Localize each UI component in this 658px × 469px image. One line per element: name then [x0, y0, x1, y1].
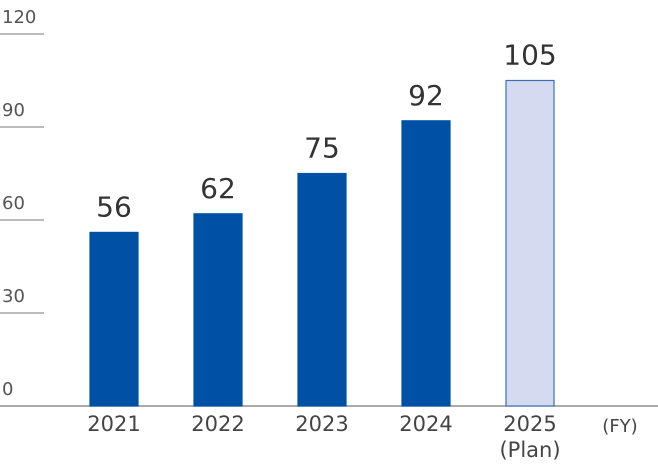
bar: [505, 79, 555, 407]
value-label: 105: [503, 39, 556, 72]
x-tick-label: 2024: [399, 412, 453, 436]
bar: [193, 213, 243, 407]
x-tick-label: 2023: [295, 412, 349, 436]
y-tick-label: 120: [2, 7, 36, 28]
bar: [401, 120, 451, 407]
x-unit: (FY): [602, 416, 638, 437]
y-tick-label: 0: [2, 379, 13, 400]
value-label: 75: [304, 132, 340, 165]
x-tick-label: 2025 (Plan): [499, 412, 561, 462]
y-tick-label: 30: [2, 286, 25, 307]
value-label: 56: [96, 190, 132, 223]
y-tick-label: 60: [2, 193, 25, 214]
bar: [89, 231, 139, 407]
value-label: 92: [408, 79, 444, 112]
y-tick-label: 90: [2, 100, 25, 121]
bar: [297, 172, 347, 407]
x-tick-label: 2022: [191, 412, 245, 436]
x-tick-label: 2021: [87, 412, 141, 436]
value-label: 62: [200, 172, 236, 205]
